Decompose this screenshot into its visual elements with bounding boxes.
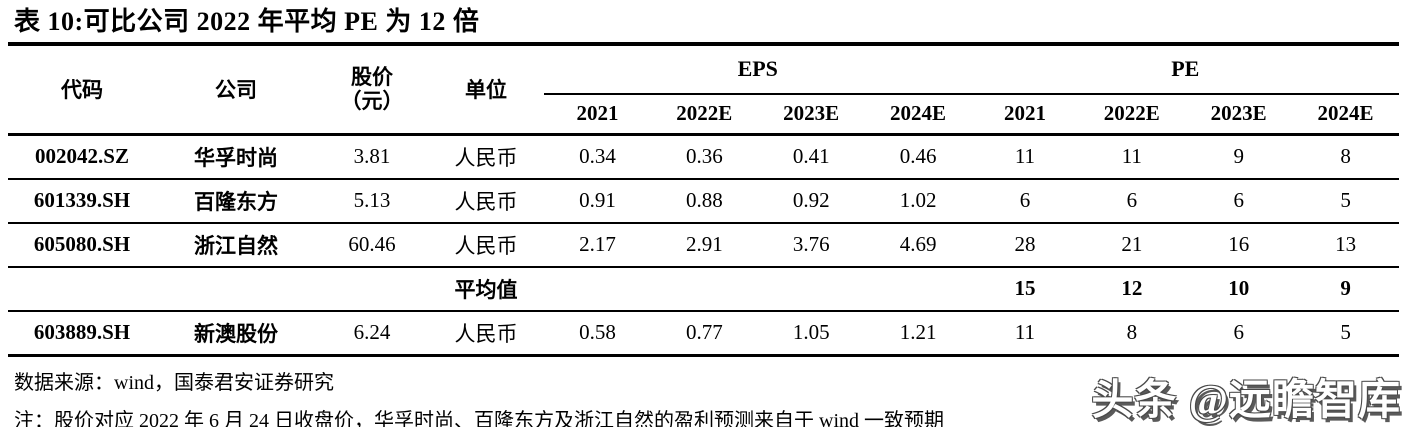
cell-eps-2021: 2.17 bbox=[544, 222, 651, 268]
table-title: 表 10:可比公司 2022 年平均 PE 为 12 倍 bbox=[8, 0, 1399, 46]
cell-eps-2023e: 3.76 bbox=[757, 222, 865, 268]
table-header-years: 2021 2022E 2023E 2024E 2021 2022E 2023E … bbox=[8, 93, 1399, 136]
cell-price: 6.24 bbox=[316, 310, 428, 357]
cell-code: 601339.SH bbox=[8, 178, 156, 224]
col-header-eps-2021: 2021 bbox=[544, 93, 651, 136]
cell-eps-2022e: 2.91 bbox=[650, 222, 758, 268]
table-row: 601339.SH 百隆东方 5.13 人民币 0.91 0.88 0.92 1… bbox=[8, 178, 1399, 224]
cell-eps-2022e: 0.77 bbox=[650, 310, 758, 357]
cell-company: 浙江自然 bbox=[156, 222, 316, 268]
col-header-eps-2022e: 2022E bbox=[650, 93, 758, 136]
col-header-pe-2024e: 2024E bbox=[1292, 93, 1399, 136]
cell-unit: 人民币 bbox=[428, 134, 544, 180]
cell-pe-2021: 28 bbox=[971, 222, 1079, 268]
toutiao-watermark: 头条 @远瞻智库 bbox=[1091, 378, 1401, 424]
col-header-eps-2023e: 2023E bbox=[757, 93, 865, 136]
cell-eps-2021 bbox=[544, 266, 651, 312]
cell-company bbox=[156, 266, 316, 312]
cell-eps-2024e: 0.46 bbox=[864, 134, 972, 180]
cell-code bbox=[8, 266, 156, 312]
col-header-company: 公司 bbox=[156, 45, 316, 136]
cell-code: 603889.SH bbox=[8, 310, 156, 357]
cell-eps-2023e: 0.92 bbox=[757, 178, 865, 224]
cell-pe-2023e: 6 bbox=[1185, 178, 1293, 224]
col-header-pe-2021: 2021 bbox=[971, 93, 1079, 136]
cell-price: 60.46 bbox=[316, 222, 428, 268]
cell-eps-2021: 0.58 bbox=[544, 310, 651, 357]
cell-price: 3.81 bbox=[316, 134, 428, 180]
cell-average-label: 平均值 bbox=[428, 266, 544, 312]
cell-pe-2021: 15 bbox=[971, 266, 1079, 312]
cell-pe-2022e: 21 bbox=[1078, 222, 1186, 268]
cell-pe-2024e: 8 bbox=[1292, 134, 1399, 180]
cell-pe-2021: 6 bbox=[971, 178, 1079, 224]
cell-eps-2024e: 4.69 bbox=[864, 222, 972, 268]
cell-eps-2023e: 0.41 bbox=[757, 134, 865, 180]
table-header-groups: 代码 公司 股价 （元） 单位 EPS PE bbox=[8, 45, 1399, 136]
cell-code: 605080.SH bbox=[8, 222, 156, 268]
cell-pe-2024e: 9 bbox=[1292, 266, 1399, 312]
cell-pe-2023e: 16 bbox=[1185, 222, 1293, 268]
table-row: 605080.SH 浙江自然 60.46 人民币 2.17 2.91 3.76 … bbox=[8, 222, 1399, 268]
cell-eps-2023e bbox=[757, 266, 865, 312]
cell-price bbox=[316, 266, 428, 312]
cell-company: 新澳股份 bbox=[156, 310, 316, 357]
col-header-eps-2024e: 2024E bbox=[864, 93, 972, 136]
cell-pe-2022e: 8 bbox=[1078, 310, 1186, 357]
cell-pe-2022e: 6 bbox=[1078, 178, 1186, 224]
cell-eps-2023e: 1.05 bbox=[757, 310, 865, 357]
col-group-eps: EPS bbox=[544, 45, 972, 95]
col-header-unit: 单位 bbox=[428, 45, 544, 136]
cell-company: 华孚时尚 bbox=[156, 134, 316, 180]
cell-eps-2022e bbox=[650, 266, 758, 312]
cell-pe-2023e: 6 bbox=[1185, 310, 1293, 357]
cell-company: 百隆东方 bbox=[156, 178, 316, 224]
cell-code: 002042.SZ bbox=[8, 134, 156, 180]
col-header-price: 股价 （元） bbox=[316, 45, 428, 136]
table-row: 002042.SZ 华孚时尚 3.81 人民币 0.34 0.36 0.41 0… bbox=[8, 134, 1399, 180]
col-header-pe-2023e: 2023E bbox=[1185, 93, 1293, 136]
table-row: 603889.SH 新澳股份 6.24 人民币 0.58 0.77 1.05 1… bbox=[8, 310, 1399, 357]
cell-pe-2024e: 5 bbox=[1292, 178, 1399, 224]
cell-pe-2023e: 9 bbox=[1185, 134, 1293, 180]
col-group-pe: PE bbox=[971, 45, 1399, 95]
col-header-code: 代码 bbox=[8, 45, 156, 136]
cell-eps-2024e: 1.21 bbox=[864, 310, 972, 357]
cell-pe-2022e: 11 bbox=[1078, 134, 1186, 180]
table-row-average: 平均值 15 12 10 9 bbox=[8, 266, 1399, 312]
cell-eps-2021: 0.34 bbox=[544, 134, 651, 180]
cell-eps-2022e: 0.88 bbox=[650, 178, 758, 224]
cell-eps-2021: 0.91 bbox=[544, 178, 651, 224]
cell-unit: 人民币 bbox=[428, 310, 544, 357]
cell-pe-2024e: 5 bbox=[1292, 310, 1399, 357]
cell-unit: 人民币 bbox=[428, 178, 544, 224]
cell-eps-2022e: 0.36 bbox=[650, 134, 758, 180]
cell-eps-2024e bbox=[864, 266, 972, 312]
footnote-text: 注：股价对应 2022 年 6 月 24 日收盘价，华孚时尚、百隆东方及浙江自然… bbox=[14, 409, 944, 427]
cell-pe-2021: 11 bbox=[971, 310, 1079, 357]
cell-unit: 人民币 bbox=[428, 222, 544, 268]
col-header-price-line2: （元） bbox=[340, 89, 404, 114]
comparable-companies-table: 代码 公司 股价 （元） 单位 EPS PE 2021 2022E 2023E … bbox=[8, 45, 1399, 357]
cell-pe-2023e: 10 bbox=[1185, 266, 1293, 312]
data-source-text: 数据来源：wind，国泰君安证券研究 bbox=[14, 371, 334, 394]
cell-pe-2022e: 12 bbox=[1078, 266, 1186, 312]
cell-pe-2024e: 13 bbox=[1292, 222, 1399, 268]
col-header-price-line1: 股价 bbox=[351, 64, 393, 89]
cell-price: 5.13 bbox=[316, 178, 428, 224]
col-header-pe-2022e: 2022E bbox=[1078, 93, 1186, 136]
cell-pe-2021: 11 bbox=[971, 134, 1079, 180]
cell-eps-2024e: 1.02 bbox=[864, 178, 972, 224]
